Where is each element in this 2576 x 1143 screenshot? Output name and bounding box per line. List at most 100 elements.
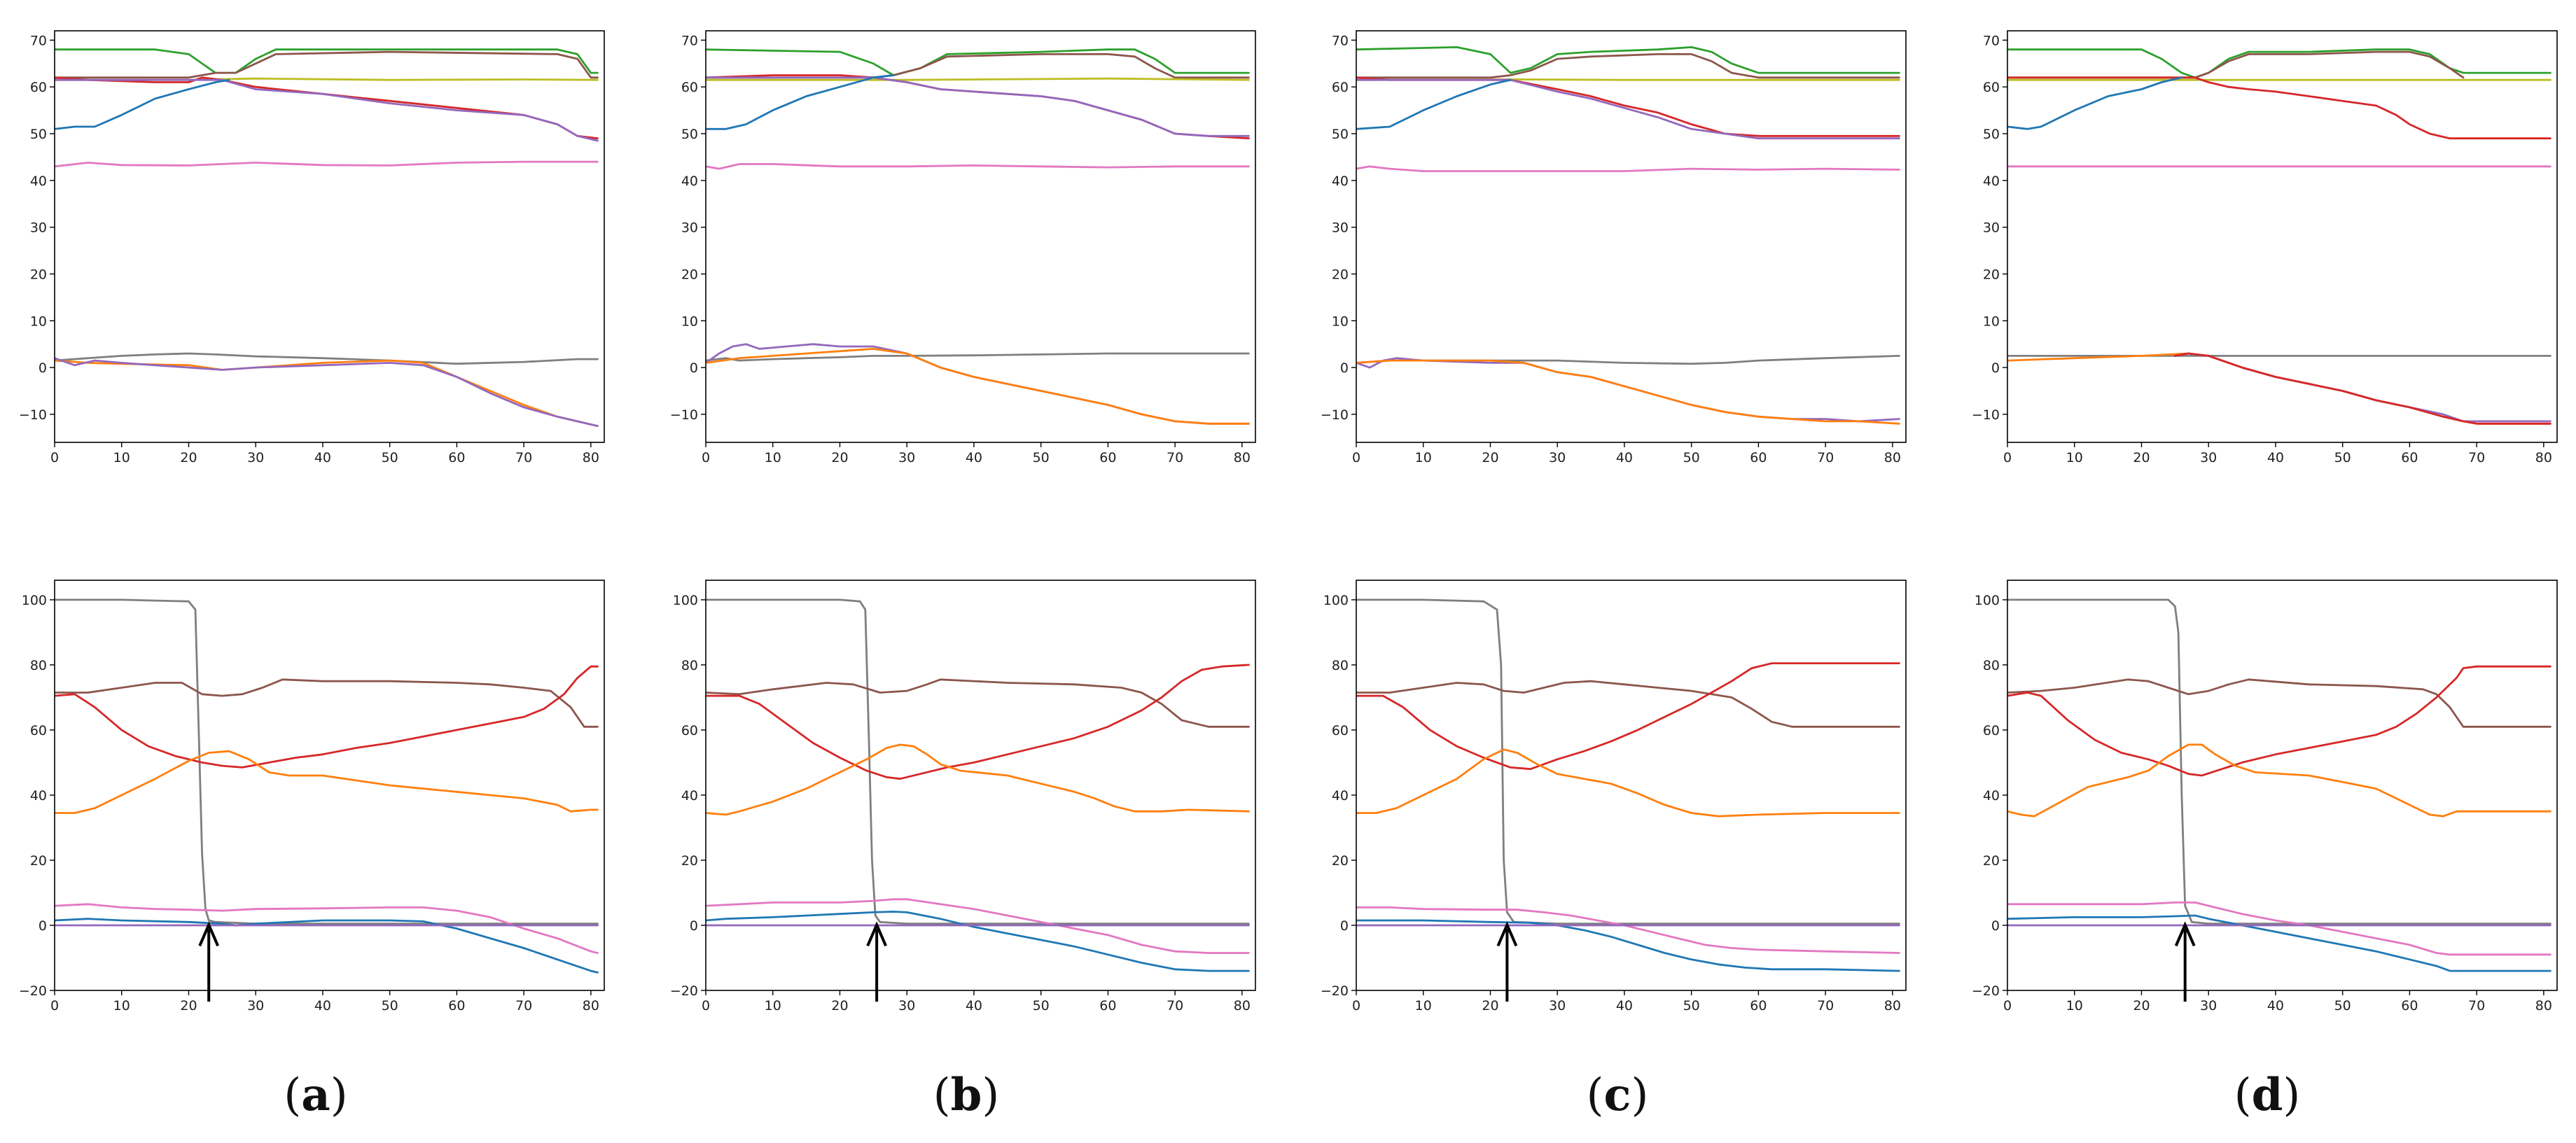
annotation-arrow-head — [866, 921, 887, 947]
x-tick-label: 20 — [831, 450, 848, 465]
caption-d: (d) — [2234, 1069, 2301, 1121]
axes-frame — [1356, 580, 1907, 991]
y-tick-label: 10 — [1983, 314, 2000, 329]
series-line-brown — [55, 678, 599, 728]
series-line-red-low — [2173, 352, 2551, 425]
x-tick-label: 60 — [2401, 450, 2418, 465]
series-line-red — [1356, 662, 1900, 771]
annotation-arrow-head — [198, 921, 220, 947]
series-line-purple-low — [55, 357, 599, 427]
series-group — [1356, 598, 1900, 972]
series-line-brown — [706, 678, 1250, 728]
x-tick-label: 40 — [966, 998, 982, 1014]
x-tick-label: 30 — [2200, 450, 2217, 465]
series-line-purple-low — [1356, 357, 1900, 423]
series-line-pink — [2007, 902, 2551, 956]
y-tick-label: 80 — [30, 658, 47, 673]
series-line-pink — [55, 160, 599, 168]
series-line-green — [1356, 46, 1900, 74]
x-tick-label: 10 — [1415, 450, 1432, 465]
series-group — [706, 598, 1250, 972]
x-tick-label: 20 — [2133, 450, 2150, 465]
y-tick-label: 30 — [681, 220, 698, 236]
series-line-red — [1356, 76, 1900, 137]
x-tick-label: 0 — [50, 450, 59, 465]
series-line-olive — [706, 77, 1250, 81]
x-tick-label: 10 — [765, 450, 781, 465]
x-tick-label: 50 — [1033, 450, 1050, 465]
series-line-red — [706, 664, 1250, 780]
series-line-blue — [706, 911, 1250, 972]
y-tick-label: 40 — [1983, 788, 2000, 804]
x-tick-label: 0 — [1352, 450, 1360, 465]
x-tick-label: 0 — [2003, 450, 2012, 465]
annotation-arrow-head — [2174, 921, 2196, 947]
y-tick-label: 30 — [30, 220, 47, 236]
caption-b: (b) — [933, 1069, 1000, 1121]
y-tick-label: 20 — [1332, 267, 1349, 282]
series-line-gray — [706, 352, 1250, 362]
x-tick-label: 50 — [382, 450, 398, 465]
x-tick-label: 20 — [831, 998, 848, 1014]
x-tick-label: 20 — [180, 998, 197, 1014]
x-tick-label: 0 — [702, 998, 710, 1014]
series-line-green — [706, 48, 1250, 76]
axes-frame — [705, 580, 1256, 991]
x-tick-label: 70 — [1167, 998, 1183, 1014]
y-tick-label: 60 — [1332, 80, 1349, 95]
series-group — [55, 48, 599, 427]
x-tick-label: 20 — [1482, 998, 1498, 1014]
x-tick-label: 60 — [1750, 450, 1767, 465]
y-tick-label: 50 — [681, 127, 698, 142]
x-tick-label: 30 — [2200, 998, 2217, 1014]
y-tick-label: 20 — [681, 267, 698, 282]
x-tick-label: 10 — [765, 998, 781, 1014]
series-line-brown — [1356, 53, 1900, 79]
x-tick-label: 30 — [1549, 998, 1566, 1014]
y-tick-label: 30 — [1332, 220, 1349, 236]
series-line-pink — [1356, 906, 1900, 954]
y-tick-label: 0 — [690, 360, 698, 376]
x-tick-label: 80 — [583, 998, 599, 1014]
x-tick-label: 70 — [2468, 450, 2485, 465]
series-line-green — [55, 48, 599, 74]
x-tick-label: 80 — [1234, 450, 1251, 465]
x-tick-label: 40 — [2267, 998, 2284, 1014]
y-tick-label: 30 — [1983, 220, 2000, 236]
series-line-brown — [1356, 680, 1900, 728]
x-tick-label: 50 — [1033, 998, 1050, 1014]
y-tick-label: 70 — [1332, 33, 1349, 48]
y-tick-label: −20 — [1972, 983, 2000, 999]
series-line-brown — [55, 50, 599, 79]
x-tick-label: 70 — [1817, 998, 1834, 1014]
series-line-orange — [55, 750, 599, 814]
x-tick-label: 10 — [113, 998, 130, 1014]
x-tick-label: 20 — [1482, 450, 1498, 465]
chart-top-d: 0 10 20 30 40 50 60 70 80 −10 0 10 20 30 40 50 60 70 — [1972, 30, 2558, 465]
y-tick-label: 100 — [22, 593, 47, 608]
x-tick-label: 70 — [515, 450, 532, 465]
y-tick-label: 40 — [30, 788, 47, 804]
series-line-pink — [1356, 165, 1900, 172]
series-line-red — [2007, 76, 2551, 140]
x-tick-label: 10 — [113, 450, 130, 465]
axes-frame — [54, 30, 605, 443]
y-tick-label: 70 — [1983, 33, 2000, 48]
x-tick-label: 40 — [1616, 450, 1633, 465]
series-line-orange — [55, 359, 599, 427]
x-tick-label: 60 — [1099, 450, 1116, 465]
series-line-gray — [1356, 598, 1900, 925]
x-tick-label: 40 — [1616, 998, 1633, 1014]
y-tick-label: 70 — [30, 33, 47, 48]
x-tick-label: 50 — [2334, 998, 2351, 1014]
x-tick-label: 70 — [1167, 450, 1183, 465]
y-tick-label: 0 — [1991, 360, 2000, 376]
series-line-gray — [55, 352, 599, 365]
x-tick-label: 40 — [314, 998, 331, 1014]
y-tick-label: 20 — [681, 853, 698, 869]
x-tick-label: 70 — [2468, 998, 2485, 1014]
y-tick-label: 0 — [39, 918, 47, 934]
